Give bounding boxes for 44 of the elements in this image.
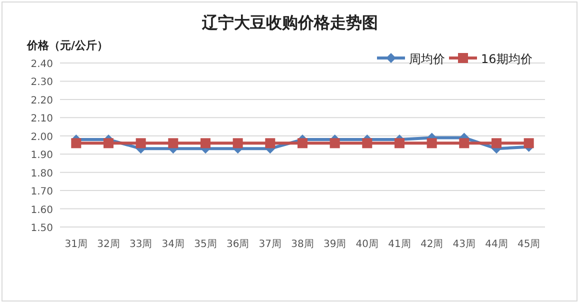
point — [71, 138, 82, 148]
x-tick-label: 38周 — [291, 239, 314, 250]
point — [394, 138, 404, 148]
x-tick-label: 36周 — [226, 239, 250, 250]
point — [426, 138, 437, 148]
y-tick-label: 2.40 — [30, 59, 53, 70]
y-tick-label: 1.70 — [30, 186, 53, 198]
y-tick-label: 2.30 — [30, 77, 53, 88]
y-tick-label: 1.80 — [30, 168, 53, 180]
x-tick-label: 44周 — [485, 239, 508, 250]
x-tick-label: 31周 — [64, 239, 88, 250]
y-tick-label: 1.50 — [30, 223, 53, 234]
x-tick-label: 41周 — [388, 239, 411, 250]
point — [298, 138, 308, 148]
y-tick-label: 1.90 — [30, 150, 53, 162]
point — [362, 138, 372, 148]
point — [524, 138, 534, 148]
legend-label: 16期均价 — [481, 52, 532, 66]
point — [168, 138, 178, 148]
chart-title: 辽宁大豆收购价格走势图 — [201, 13, 378, 32]
point — [104, 138, 114, 148]
y-tick-label: 2.00 — [30, 132, 53, 143]
y-tick-label: 2.10 — [30, 114, 53, 125]
x-tick-label: 33周 — [129, 239, 152, 250]
y-axis-title: 价格（元/公斤） — [26, 39, 108, 52]
x-tick-label: 34周 — [162, 239, 185, 250]
point — [265, 138, 276, 148]
point — [232, 138, 243, 148]
point — [200, 138, 210, 148]
point — [459, 138, 470, 148]
x-tick-label: 32周 — [97, 239, 120, 250]
point — [330, 138, 340, 148]
x-tick-label: 42周 — [420, 239, 444, 250]
point — [492, 138, 502, 148]
x-tick-label: 40周 — [356, 239, 379, 250]
x-tick-label: 45周 — [517, 239, 540, 250]
y-tick-label: 2.20 — [30, 95, 53, 106]
x-tick-label: 37周 — [258, 239, 282, 250]
point — [136, 138, 146, 148]
x-tick-label: 35周 — [194, 239, 217, 250]
x-tick-label: 39周 — [323, 239, 346, 250]
y-tick-label: 1.60 — [30, 204, 53, 216]
legend-label: 周均价 — [409, 52, 445, 66]
x-tick-label: 43周 — [452, 239, 476, 250]
